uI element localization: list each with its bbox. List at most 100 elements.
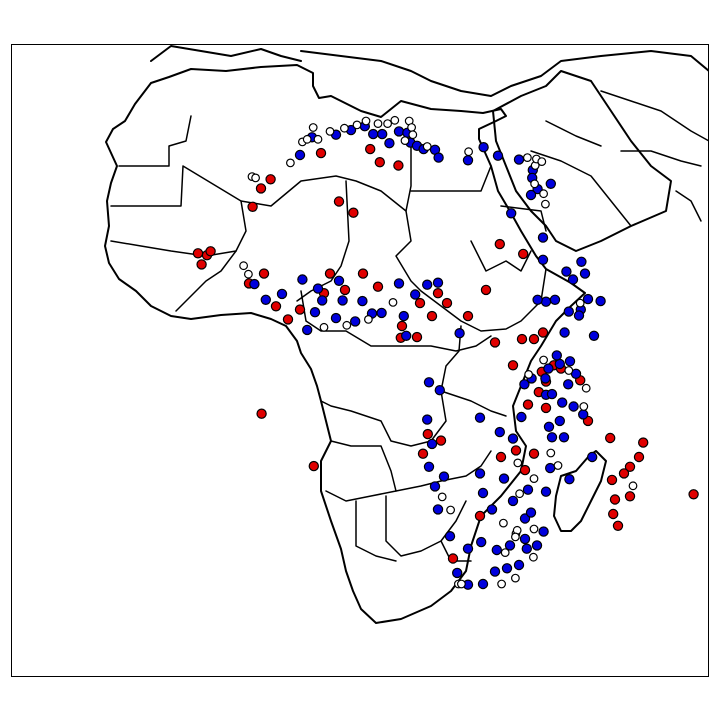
white-marker[interactable] <box>537 157 547 166</box>
red-marker[interactable] <box>435 435 447 446</box>
white-marker[interactable] <box>342 320 352 330</box>
blue-marker[interactable] <box>543 421 555 432</box>
white-marker[interactable] <box>575 298 585 308</box>
blue-marker[interactable] <box>312 283 324 294</box>
white-marker[interactable] <box>390 115 400 125</box>
red-marker[interactable] <box>324 268 336 279</box>
blue-marker[interactable] <box>540 486 552 497</box>
blue-marker[interactable] <box>525 189 537 201</box>
blue-marker[interactable] <box>434 385 445 396</box>
blue-marker[interactable] <box>563 379 574 390</box>
white-marker[interactable] <box>529 474 539 484</box>
blue-marker[interactable] <box>317 295 328 306</box>
blue-marker[interactable] <box>551 350 563 361</box>
blue-marker[interactable] <box>462 155 474 166</box>
blue-marker[interactable] <box>498 473 510 484</box>
blue-marker[interactable] <box>513 559 525 571</box>
blue-marker[interactable] <box>576 256 587 267</box>
white-marker[interactable] <box>422 142 432 151</box>
blue-marker[interactable] <box>398 310 409 322</box>
blue-marker[interactable] <box>532 294 543 305</box>
red-marker[interactable] <box>414 297 426 309</box>
red-marker[interactable] <box>393 160 404 171</box>
white-marker[interactable] <box>581 383 591 393</box>
blue-marker[interactable] <box>454 328 465 339</box>
red-marker[interactable] <box>519 464 531 476</box>
blue-marker[interactable] <box>519 379 530 390</box>
white-marker[interactable] <box>383 119 393 128</box>
blue-marker[interactable] <box>260 294 271 305</box>
blue-marker[interactable] <box>582 293 594 305</box>
white-marker[interactable] <box>308 123 318 132</box>
red-marker[interactable] <box>348 207 359 218</box>
white-marker[interactable] <box>302 134 312 144</box>
red-marker[interactable] <box>441 297 453 309</box>
white-marker[interactable] <box>523 153 532 162</box>
white-marker[interactable] <box>546 448 556 458</box>
red-marker[interactable] <box>537 327 549 338</box>
red-marker[interactable] <box>688 489 699 500</box>
white-marker[interactable] <box>511 532 520 542</box>
red-marker[interactable] <box>495 451 507 463</box>
red-marker[interactable] <box>474 510 486 522</box>
red-marker[interactable] <box>447 553 459 564</box>
white-marker[interactable] <box>530 179 539 189</box>
white-marker[interactable] <box>400 136 410 145</box>
red-marker[interactable] <box>528 448 540 459</box>
white-marker[interactable] <box>407 123 417 132</box>
red-marker[interactable] <box>396 320 408 332</box>
blue-marker[interactable] <box>558 432 570 443</box>
red-marker[interactable] <box>462 310 474 322</box>
red-marker[interactable] <box>624 461 636 472</box>
white-marker[interactable] <box>361 116 371 126</box>
blue-marker[interactable] <box>294 149 306 161</box>
red-marker[interactable] <box>432 287 444 299</box>
blue-marker[interactable] <box>337 295 348 306</box>
white-marker[interactable] <box>541 199 550 209</box>
blue-marker[interactable] <box>537 254 549 265</box>
blue-marker[interactable] <box>563 306 575 317</box>
blue-marker[interactable] <box>491 544 502 556</box>
blue-marker[interactable] <box>578 409 589 420</box>
blue-marker[interactable] <box>531 540 543 551</box>
red-marker[interactable] <box>372 281 384 292</box>
blue-marker[interactable] <box>477 578 489 590</box>
blue-marker[interactable] <box>401 330 412 341</box>
blue-marker[interactable] <box>368 128 379 140</box>
blue-marker[interactable] <box>522 484 534 495</box>
red-marker[interactable] <box>516 333 528 345</box>
white-marker[interactable] <box>511 573 520 583</box>
blue-marker[interactable] <box>333 275 345 286</box>
blue-marker[interactable] <box>462 543 474 554</box>
blue-marker[interactable] <box>506 208 517 219</box>
blue-marker[interactable] <box>357 295 368 307</box>
white-marker[interactable] <box>251 173 261 183</box>
blue-marker[interactable] <box>444 531 456 542</box>
white-marker[interactable] <box>497 579 507 589</box>
blue-marker[interactable] <box>393 278 405 289</box>
red-marker[interactable] <box>411 331 423 343</box>
blue-marker[interactable] <box>588 330 600 341</box>
blue-marker[interactable] <box>554 415 566 427</box>
white-marker[interactable] <box>553 461 563 470</box>
white-marker[interactable] <box>446 505 456 515</box>
blue-marker[interactable] <box>492 150 504 161</box>
blue-marker[interactable] <box>538 526 549 537</box>
white-marker[interactable] <box>564 366 574 375</box>
white-marker[interactable] <box>408 130 418 140</box>
blue-marker[interactable] <box>433 152 444 163</box>
red-marker[interactable] <box>638 437 649 448</box>
white-marker[interactable] <box>499 518 508 528</box>
blue-marker[interactable] <box>249 278 260 290</box>
red-marker[interactable] <box>489 337 501 348</box>
africa-map[interactable] <box>12 45 709 677</box>
white-marker[interactable] <box>464 147 474 157</box>
blue-marker[interactable] <box>501 563 513 574</box>
blue-marker[interactable] <box>486 504 498 515</box>
blue-marker[interactable] <box>540 373 551 384</box>
blue-marker[interactable] <box>513 154 525 165</box>
red-marker[interactable] <box>365 143 376 155</box>
blue-marker[interactable] <box>521 543 532 554</box>
blue-marker[interactable] <box>507 495 519 507</box>
red-marker[interactable] <box>270 301 282 312</box>
